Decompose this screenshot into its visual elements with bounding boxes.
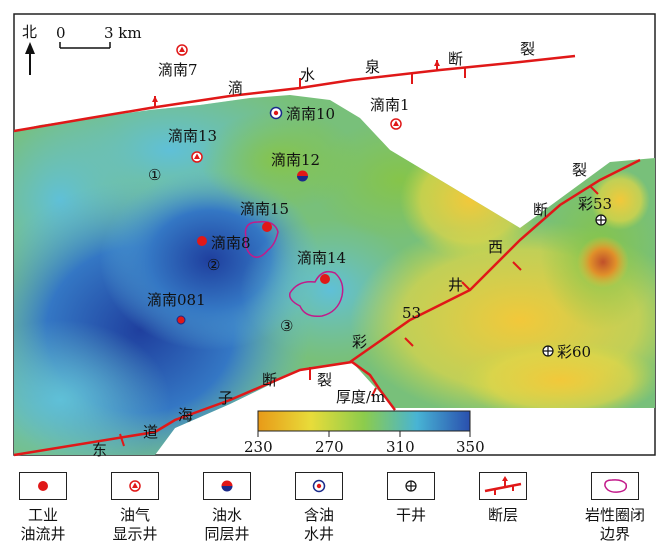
well-dinan7: 滴南7 [158, 44, 198, 79]
legend-label: 工业 油流井 [20, 506, 66, 543]
well-cai60: 彩60 [542, 343, 591, 361]
legend-item-oil-bearing-water: 含油 水井 [276, 472, 362, 544]
scale-bar [59, 42, 111, 49]
trap-boundary-icon [604, 479, 628, 493]
legend-item-oil-water: 油水 同层井 [184, 472, 270, 544]
fault-char: 裂 [520, 40, 535, 58]
well-label: 彩53 [578, 195, 612, 213]
zone-3: ③ [280, 317, 293, 335]
well-dinan081: 滴南081 [147, 291, 206, 325]
fault-char: 子 [218, 389, 233, 407]
xijing-fault-labels: 裂 断 西 井 53 彩 [352, 161, 587, 351]
colorbar-tick: 310 [386, 438, 415, 456]
scale-distance: 3 km [104, 24, 142, 42]
fault-char: 53 [402, 304, 421, 322]
well-label: 滴南7 [158, 61, 198, 79]
well-label: 滴南8 [211, 234, 251, 252]
fault-char: 裂 [572, 161, 587, 179]
fault-char: 西 [488, 238, 503, 256]
thickness-surface [14, 95, 655, 455]
fault-char: 断 [262, 371, 277, 389]
colorbar: 厚度/m 230 270 310 350 [244, 388, 485, 456]
xijing-fault [349, 158, 641, 364]
colorbar-title: 厚度/m [336, 388, 385, 406]
trap-boundary-1 [244, 220, 279, 258]
well-dinan15: 滴南15 [240, 200, 289, 232]
colorbar-tick: 270 [315, 438, 344, 456]
well-label: 滴南13 [168, 127, 217, 145]
legend-item-dry: 干井 [368, 472, 454, 525]
legend-label: 断层 [487, 506, 518, 524]
legend-label: 含油 水井 [303, 506, 334, 543]
legend-label: 干井 [395, 506, 426, 524]
colorbar-tick: 230 [244, 438, 273, 456]
legend-item-trap-boundary: 岩性圈闭 边界 [565, 472, 665, 544]
fault-char: 井 [448, 276, 463, 294]
fault-char: 断 [533, 201, 548, 219]
well-dinan1: 滴南1 [370, 96, 410, 130]
oil-water-well-icon [221, 480, 233, 492]
well-dinan8: 滴南8 [197, 234, 251, 252]
well-dinan13: 滴南13 [168, 127, 217, 163]
legend-item-industrial-oil: 工业 油流井 [0, 472, 86, 544]
well-label: 滴南15 [240, 200, 289, 218]
dishuiquan-fault-labels: 滴 水 泉 断 裂 [228, 40, 535, 97]
well-label: 滴南12 [271, 151, 320, 169]
zone-1: ① [148, 166, 161, 184]
fault-char: 泉 [365, 58, 380, 76]
well-label: 滴南10 [286, 105, 335, 123]
well-dinan12: 滴南12 [271, 151, 320, 182]
north-label: 北 [22, 23, 37, 41]
colorbar-tick: 350 [456, 438, 485, 456]
fault-icon [484, 476, 522, 495]
well-label: 滴南14 [297, 249, 346, 267]
fault-char: 裂 [317, 371, 332, 389]
dry-well-icon [405, 480, 417, 492]
well-label: 滴南1 [370, 96, 410, 114]
well-label: 彩60 [557, 343, 591, 361]
fault-char: 滴 [228, 79, 243, 97]
fault-char: 东 [92, 441, 107, 459]
oil-gas-show-well-icon [129, 480, 141, 492]
well-dinan10: 滴南10 [269, 105, 335, 123]
zone-2: ② [207, 256, 220, 274]
well-label: 滴南081 [147, 291, 206, 309]
north-arrow [25, 42, 35, 75]
donghaizi-fault-labels: 东 道 海 子 断 裂 [92, 371, 332, 459]
legend-item-oil-gas-show: 油气 显示井 [92, 472, 178, 544]
legend-item-fault: 断层 [460, 472, 546, 525]
fault-char: 彩 [352, 333, 367, 351]
trap-boundary-2 [288, 270, 344, 318]
legend-label: 油气 显示井 [112, 506, 158, 543]
fault-char: 水 [300, 66, 315, 84]
donghaizi-fault [13, 360, 396, 457]
fault-char: 断 [448, 50, 463, 68]
well-cai53: 彩53 [578, 195, 612, 226]
fault-char: 海 [178, 406, 193, 424]
oil-bearing-water-well-icon [312, 479, 326, 493]
thickness-map: 北 0 3 km 滴 水 泉 断 裂 裂 断 西 井 53 彩 东 道 海 子 … [13, 13, 656, 459]
well-dinan14: 滴南14 [297, 249, 346, 284]
fault-char: 道 [143, 423, 158, 441]
industrial-oil-well-icon [38, 481, 48, 491]
zone-markers: ① ② ③ [148, 166, 293, 335]
legend-label: 岩性圈闭 边界 [584, 506, 645, 543]
scale-zero: 0 [56, 24, 66, 42]
legend-label: 油水 同层井 [204, 506, 250, 543]
